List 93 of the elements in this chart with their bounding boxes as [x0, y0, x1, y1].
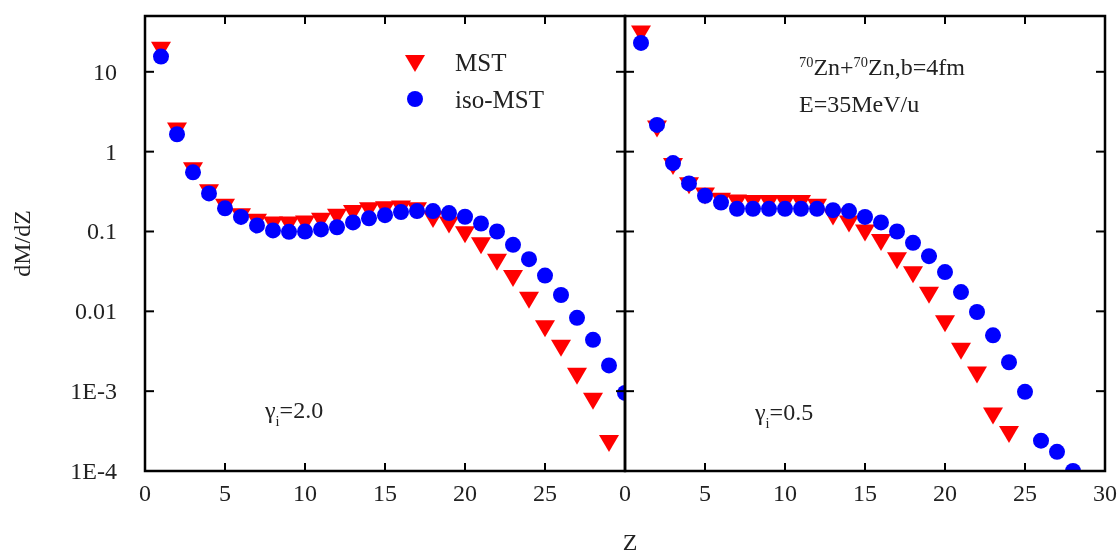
point: [425, 203, 441, 220]
y-tick-label: 1: [105, 138, 117, 165]
point: [953, 284, 969, 301]
point: [473, 215, 489, 232]
point: [999, 425, 1019, 443]
point: [345, 214, 361, 231]
point: [329, 219, 345, 236]
x-tick-label: 5: [219, 480, 231, 506]
point: [569, 309, 585, 326]
point: [313, 221, 329, 238]
point: [505, 236, 521, 253]
x-tick-label: 0: [619, 480, 631, 506]
point: [521, 251, 537, 268]
point: [873, 214, 889, 231]
point: [935, 315, 955, 333]
point: [633, 34, 649, 51]
x-axis-title: Z: [622, 529, 638, 555]
annotation: E=35MeV/u: [799, 91, 920, 117]
point: [793, 200, 809, 217]
point: [921, 248, 937, 265]
point: [489, 223, 505, 240]
legend-label: MST: [455, 49, 507, 76]
point: [855, 224, 875, 242]
point: [887, 252, 907, 270]
point: [903, 266, 923, 284]
point: [281, 223, 297, 240]
point: [951, 342, 971, 360]
point: [889, 223, 905, 240]
x-tick-label: 25: [533, 480, 557, 506]
point: [153, 48, 169, 65]
point: [393, 204, 409, 221]
point: [361, 210, 377, 227]
y-tick-label: 1E-3: [70, 378, 117, 405]
point: [297, 223, 313, 240]
point: [871, 234, 891, 251]
annotation: γ$_{i}$=0.5: [754, 399, 814, 431]
x-tick-label: 20: [453, 480, 477, 506]
point: [601, 357, 617, 374]
point: [265, 222, 281, 239]
point: [169, 126, 185, 143]
point: [777, 200, 793, 217]
x-tick-label: 15: [373, 480, 397, 506]
point: [599, 435, 619, 453]
annotation: $^{70}$Zn+$^{70}$Zn,b=4fm: [799, 54, 966, 80]
point: [583, 392, 603, 410]
x-tick-label: 0: [139, 480, 151, 506]
point: [825, 202, 841, 219]
point: [1001, 354, 1017, 371]
point: [1017, 383, 1033, 400]
x-tick-label: 10: [773, 480, 797, 506]
point: [983, 407, 1003, 425]
point: [1049, 443, 1065, 460]
x-tick-label: 25: [1013, 480, 1037, 506]
x-tick-label: 30: [1093, 480, 1117, 506]
y-axis-title: dM/dZ: [9, 210, 35, 277]
point: [519, 291, 539, 309]
point: [551, 339, 571, 357]
point: [905, 234, 921, 251]
point: [377, 207, 393, 224]
point: [503, 269, 523, 287]
point: [857, 208, 873, 225]
y-tick-label: 1E-4: [70, 458, 117, 484]
point: [1033, 432, 1049, 449]
point: [487, 253, 507, 271]
x-tick-label: 10: [293, 480, 317, 506]
point: [471, 237, 491, 255]
point: [537, 267, 553, 284]
point: [553, 287, 569, 304]
legend-label: iso-MST: [455, 86, 544, 113]
point: [455, 226, 475, 244]
y-tick-label: 0.01: [75, 298, 117, 325]
point: [841, 203, 857, 220]
annotation: γ$_{i}$=2.0: [264, 397, 324, 429]
point: [457, 208, 473, 225]
point: [985, 327, 1001, 344]
y-tick-label: 10: [93, 58, 117, 85]
point: [729, 200, 745, 217]
point: [441, 205, 457, 222]
point: [585, 331, 601, 348]
point: [919, 286, 939, 304]
point: [649, 116, 665, 133]
point: [249, 217, 265, 234]
point: [535, 320, 555, 338]
point: [969, 304, 985, 321]
point: [761, 200, 777, 217]
point: [567, 367, 587, 385]
x-tick-label: 15: [853, 480, 877, 506]
point: [937, 264, 953, 281]
y-tick-label: 0.1: [87, 218, 117, 245]
x-tick-label: 20: [933, 480, 957, 506]
x-tick-label: 5: [699, 480, 711, 506]
point: [745, 200, 761, 217]
point: [967, 366, 987, 384]
